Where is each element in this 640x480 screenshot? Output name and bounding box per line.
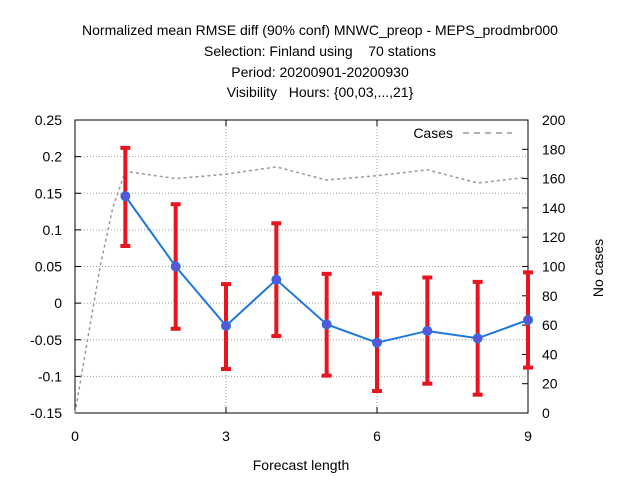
mean-point — [372, 337, 382, 348]
mean-point — [523, 314, 533, 325]
mean-point — [422, 325, 433, 336]
y-tick-label: -0.15 — [30, 405, 62, 421]
y-tick-label: 0.05 — [35, 259, 62, 275]
y-tick-label: 0 — [54, 295, 62, 311]
x-axis-label: Forecast length — [253, 457, 350, 473]
axes — [74, 119, 529, 414]
chart-title-line-4: Visibility Hours: {00,03,...,21} — [226, 84, 414, 100]
y2-tick-label: 60 — [542, 317, 558, 333]
y-tick-label: 0.2 — [43, 149, 63, 165]
y-tick-label: 0.25 — [35, 112, 62, 128]
mean-point — [321, 319, 332, 330]
mean-point — [271, 274, 282, 285]
y2-tick-label: 140 — [542, 200, 566, 216]
mean-point — [120, 191, 131, 202]
mean-point — [472, 333, 483, 344]
y2-tick-label: 80 — [542, 288, 558, 304]
y2-tick-label: 20 — [542, 376, 558, 392]
y2-tick-label: 120 — [542, 229, 566, 245]
y2-tick-label: 0 — [542, 405, 550, 421]
y-tick-label: -0.05 — [30, 332, 62, 348]
chart-title-line-1: Normalized mean RMSE diff (90% conf) MNW… — [82, 22, 558, 38]
legend: Cases — [413, 125, 512, 141]
y2-tick-label: 100 — [542, 259, 566, 275]
mean-point — [170, 261, 181, 272]
right-axis-label: No cases — [590, 239, 606, 297]
y2-tick-label: 180 — [542, 141, 566, 157]
x-tick-label: 0 — [71, 428, 79, 444]
y-tick-label: 0.1 — [43, 222, 63, 238]
chart-title-line-3: Period: 20200901-20200930 — [231, 64, 409, 80]
cases-series — [74, 166, 529, 414]
x-tick-label: 6 — [373, 428, 381, 444]
y2-tick-label: 200 — [542, 112, 566, 128]
chart-title-line-2: Selection: Finland using 70 stations — [204, 43, 436, 59]
mean-point — [221, 320, 231, 331]
x-tick-label: 9 — [524, 428, 532, 444]
y-tick-label: -0.1 — [38, 368, 62, 384]
y2-tick-label: 40 — [542, 346, 558, 362]
y2-tick-label: 160 — [542, 171, 566, 187]
tick-labels: 0 3 6 9 -0.15 -0.1 -0.05 0 0.05 0.1 0.15 0.2 0.25 0 20… — [30, 112, 565, 444]
y-tick-label: 0.15 — [35, 185, 62, 201]
error-bars — [120, 145, 533, 397]
x-tick-label: 3 — [222, 428, 230, 444]
legend-label-cases: Cases — [413, 125, 453, 141]
mean-series — [120, 191, 533, 348]
cases-line — [74, 166, 529, 414]
grid-lines — [75, 120, 528, 413]
plot-frame — [74, 119, 529, 414]
